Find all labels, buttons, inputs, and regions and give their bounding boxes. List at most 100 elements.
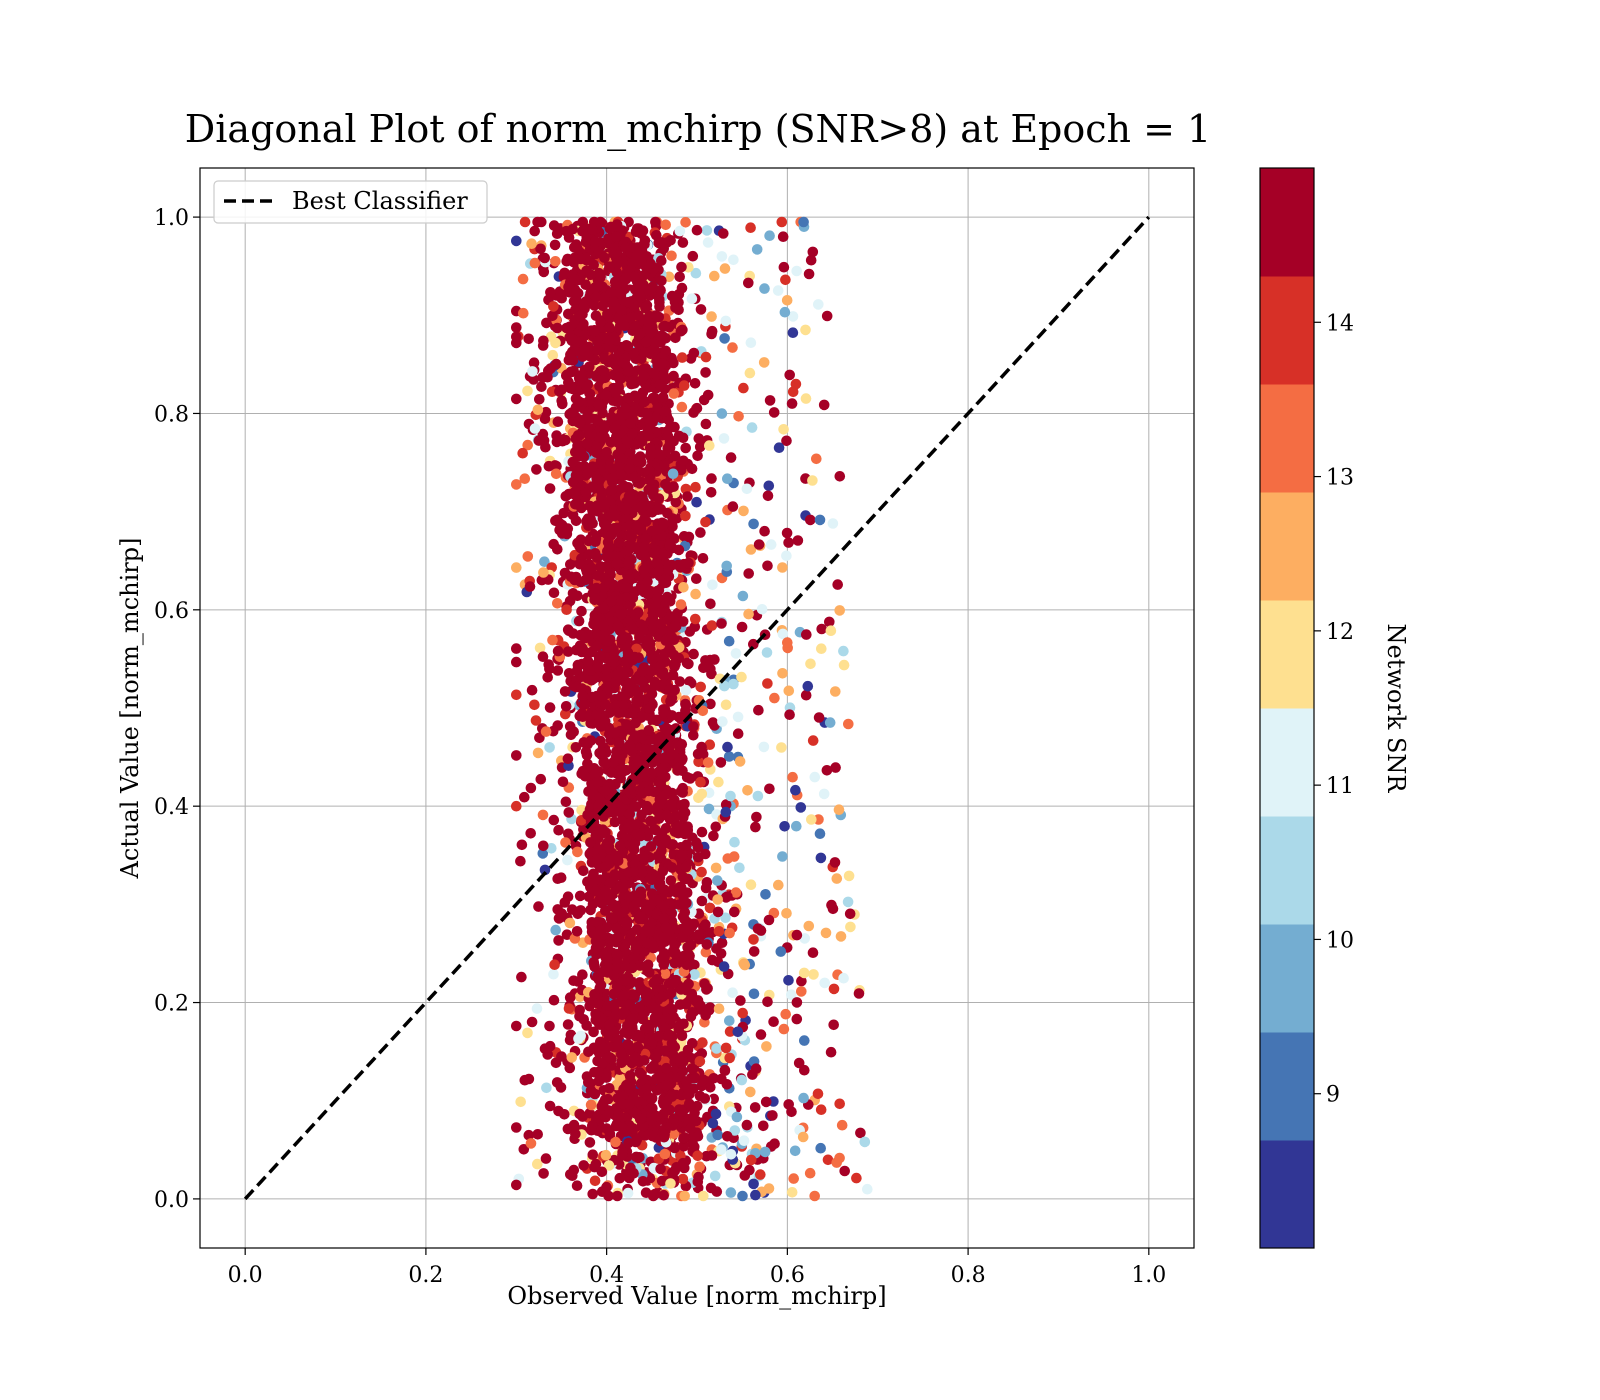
scatter-point [665,987,677,999]
scatter-point [808,969,819,980]
scatter-point [562,854,573,866]
scatter-point [522,385,533,397]
scatter-point [752,923,764,934]
scatter-point [784,369,795,381]
scatter-point [642,1023,654,1034]
scatter-point [667,521,678,532]
scatter-point [598,1042,610,1054]
scatter-point [599,1094,611,1105]
scatter-point [696,741,707,753]
scatter-point [658,670,670,682]
scatter-point [718,961,730,972]
scatter-point [645,841,657,852]
scatter-point [590,236,601,248]
scatter-point [599,785,611,797]
scatter-point [658,913,670,924]
scatter-point [719,1064,731,1076]
scatter-point [624,739,635,751]
scatter-point [592,845,603,856]
scatter-point [695,527,706,538]
scatter-point [526,684,538,696]
scatter-point [588,1026,599,1038]
scatter-point [778,261,790,273]
scatter-point [564,1034,576,1046]
scatter-point [557,776,569,788]
scatter-point [781,908,792,919]
scatter-point [650,216,661,228]
scatter-point [642,959,654,971]
scatter-point [855,1127,866,1139]
scatter-point [704,902,716,914]
scatter-point [709,270,720,282]
scatter-point [614,287,625,298]
scatter-point [569,286,581,298]
scatter-point [708,830,719,842]
scatter-point [791,820,802,832]
scatter-point [787,386,799,398]
scatter-point [600,885,611,897]
scatter-point [661,810,673,821]
scatter-point [630,717,641,729]
scatter-point [780,274,791,286]
scatter-point [736,621,748,633]
scatter-point [745,337,757,349]
scatter-point [645,815,656,827]
scatter-point [662,430,674,442]
scatter-point [644,474,655,486]
scatter-point [617,1091,629,1102]
scatter-point [626,533,637,544]
scatter-point [638,370,649,382]
scatter-point [832,579,843,590]
scatter-point [710,1108,722,1120]
scatter-point [601,952,613,963]
scatter-point [789,1145,801,1157]
scatter-point [601,446,612,458]
scatter-point [582,423,593,435]
scatter-point [804,1167,816,1179]
scatter-point [589,300,600,311]
scatter-point [606,411,617,423]
scatter-point [575,447,587,459]
scatter-point [631,897,643,909]
scatter-point [632,755,644,767]
scatter-point [579,632,591,644]
scatter-point [617,1098,629,1110]
scatter-point [518,307,529,319]
scatter-point [787,771,798,783]
scatter-point [677,1066,689,1077]
scatter-point [613,707,624,718]
scatter-point [583,1046,594,1058]
scatter-point [772,285,784,296]
scatter-point [722,741,733,753]
scatter-point [522,439,533,451]
scatter-point [807,735,819,746]
scatter-point [655,330,667,342]
scatter-point [622,297,634,308]
scatter-point [578,699,589,711]
scatter-point [705,698,716,710]
scatter-point [582,414,594,425]
scatter-point [626,802,637,813]
scatter-point [677,911,689,922]
scatter-point [715,757,727,768]
scatter-point [564,721,576,732]
scatter-point [659,320,670,332]
scatter-point [686,1007,698,1018]
scatter-point [552,665,564,676]
scatter-point [700,367,711,378]
scatter-point [658,518,669,529]
scatter-point [628,271,640,283]
scatter-point [589,326,600,337]
scatter-point [596,690,607,702]
scatter-point [538,1168,549,1179]
scatter-point [612,853,624,865]
scatter-point [712,1129,723,1141]
scatter-point [631,1151,642,1163]
scatter-point [595,650,607,661]
scatter-point [511,689,522,701]
scatter-point [523,1073,535,1085]
scatter-point [596,1058,608,1069]
scatter-point [595,979,607,991]
scatter-point [556,384,567,396]
scatter-point [634,329,645,340]
